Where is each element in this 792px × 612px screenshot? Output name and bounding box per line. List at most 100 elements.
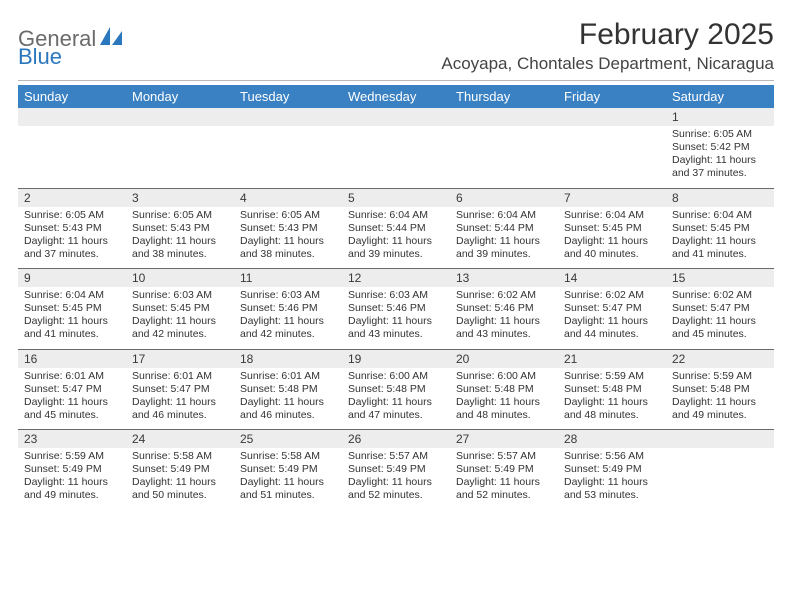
sunrise-text: Sunrise: 6:04 AM bbox=[456, 209, 552, 222]
day-number-cell: 20 bbox=[450, 349, 558, 368]
sunrise-text: Sunrise: 6:03 AM bbox=[240, 289, 336, 302]
sunset-text: Sunset: 5:47 PM bbox=[132, 383, 228, 396]
sunset-text: Sunset: 5:49 PM bbox=[348, 463, 444, 476]
day-number-cell: 3 bbox=[126, 188, 234, 207]
day-info-cell: Sunrise: 6:03 AMSunset: 5:45 PMDaylight:… bbox=[126, 287, 234, 349]
day-number-row: 16171819202122 bbox=[18, 349, 774, 368]
day-info-cell: Sunrise: 5:58 AMSunset: 5:49 PMDaylight:… bbox=[234, 448, 342, 510]
day-info-cell: Sunrise: 6:05 AMSunset: 5:43 PMDaylight:… bbox=[126, 207, 234, 269]
sunrise-text: Sunrise: 5:59 AM bbox=[564, 370, 660, 383]
weekday-header: Sunday bbox=[18, 85, 126, 108]
daylight-text: Daylight: 11 hours and 52 minutes. bbox=[456, 476, 552, 502]
day-info-cell: Sunrise: 5:59 AMSunset: 5:48 PMDaylight:… bbox=[558, 368, 666, 430]
day-number-cell: 26 bbox=[342, 430, 450, 449]
sunset-text: Sunset: 5:43 PM bbox=[132, 222, 228, 235]
day-info-cell: Sunrise: 5:57 AMSunset: 5:49 PMDaylight:… bbox=[450, 448, 558, 510]
month-title: February 2025 bbox=[441, 18, 774, 52]
day-number-row: 9101112131415 bbox=[18, 269, 774, 288]
weekday-header-row: Sunday Monday Tuesday Wednesday Thursday… bbox=[18, 85, 774, 108]
sunset-text: Sunset: 5:46 PM bbox=[456, 302, 552, 315]
day-info-cell: Sunrise: 5:59 AMSunset: 5:49 PMDaylight:… bbox=[18, 448, 126, 510]
day-info-cell: Sunrise: 6:02 AMSunset: 5:46 PMDaylight:… bbox=[450, 287, 558, 349]
day-info-cell: Sunrise: 5:57 AMSunset: 5:49 PMDaylight:… bbox=[342, 448, 450, 510]
location-subtitle: Acoyapa, Chontales Department, Nicaragua bbox=[441, 54, 774, 74]
sunrise-text: Sunrise: 6:03 AM bbox=[348, 289, 444, 302]
sunset-text: Sunset: 5:49 PM bbox=[24, 463, 120, 476]
sunrise-text: Sunrise: 5:59 AM bbox=[24, 450, 120, 463]
day-number-row: 2345678 bbox=[18, 188, 774, 207]
daylight-text: Daylight: 11 hours and 37 minutes. bbox=[24, 235, 120, 261]
sunrise-text: Sunrise: 6:01 AM bbox=[24, 370, 120, 383]
day-number-cell: 2 bbox=[18, 188, 126, 207]
sunrise-text: Sunrise: 6:05 AM bbox=[672, 128, 768, 141]
sunrise-text: Sunrise: 5:57 AM bbox=[348, 450, 444, 463]
day-info-cell: Sunrise: 6:01 AMSunset: 5:47 PMDaylight:… bbox=[126, 368, 234, 430]
day-info-cell: Sunrise: 6:05 AMSunset: 5:43 PMDaylight:… bbox=[18, 207, 126, 269]
day-number-cell: 21 bbox=[558, 349, 666, 368]
daylight-text: Daylight: 11 hours and 45 minutes. bbox=[672, 315, 768, 341]
day-number-cell bbox=[18, 108, 126, 126]
day-number-cell: 6 bbox=[450, 188, 558, 207]
day-info-cell: Sunrise: 6:05 AMSunset: 5:42 PMDaylight:… bbox=[666, 126, 774, 188]
weekday-header: Thursday bbox=[450, 85, 558, 108]
day-info-cell: Sunrise: 6:03 AMSunset: 5:46 PMDaylight:… bbox=[234, 287, 342, 349]
sunset-text: Sunset: 5:47 PM bbox=[564, 302, 660, 315]
sunrise-text: Sunrise: 5:58 AM bbox=[132, 450, 228, 463]
title-block: February 2025 Acoyapa, Chontales Departm… bbox=[441, 18, 774, 74]
calendar-table: Sunday Monday Tuesday Wednesday Thursday… bbox=[18, 85, 774, 510]
sunset-text: Sunset: 5:45 PM bbox=[672, 222, 768, 235]
sunrise-text: Sunrise: 6:00 AM bbox=[348, 370, 444, 383]
sunset-text: Sunset: 5:43 PM bbox=[24, 222, 120, 235]
sunrise-text: Sunrise: 6:01 AM bbox=[240, 370, 336, 383]
daylight-text: Daylight: 11 hours and 53 minutes. bbox=[564, 476, 660, 502]
weekday-header: Monday bbox=[126, 85, 234, 108]
sunset-text: Sunset: 5:48 PM bbox=[564, 383, 660, 396]
daylight-text: Daylight: 11 hours and 49 minutes. bbox=[24, 476, 120, 502]
day-number-cell: 14 bbox=[558, 269, 666, 288]
sunset-text: Sunset: 5:48 PM bbox=[672, 383, 768, 396]
sunset-text: Sunset: 5:48 PM bbox=[456, 383, 552, 396]
day-info-cell: Sunrise: 6:04 AMSunset: 5:44 PMDaylight:… bbox=[450, 207, 558, 269]
sunrise-text: Sunrise: 6:02 AM bbox=[564, 289, 660, 302]
day-info-cell: Sunrise: 5:59 AMSunset: 5:48 PMDaylight:… bbox=[666, 368, 774, 430]
weekday-header: Wednesday bbox=[342, 85, 450, 108]
sunrise-text: Sunrise: 6:04 AM bbox=[672, 209, 768, 222]
sunset-text: Sunset: 5:43 PM bbox=[240, 222, 336, 235]
day-info-cell: Sunrise: 6:00 AMSunset: 5:48 PMDaylight:… bbox=[342, 368, 450, 430]
sunrise-text: Sunrise: 6:05 AM bbox=[24, 209, 120, 222]
day-info-cell bbox=[666, 448, 774, 510]
day-number-cell bbox=[450, 108, 558, 126]
daylight-text: Daylight: 11 hours and 39 minutes. bbox=[348, 235, 444, 261]
day-info-cell: Sunrise: 6:01 AMSunset: 5:48 PMDaylight:… bbox=[234, 368, 342, 430]
daylight-text: Daylight: 11 hours and 48 minutes. bbox=[456, 396, 552, 422]
day-info-cell: Sunrise: 6:01 AMSunset: 5:47 PMDaylight:… bbox=[18, 368, 126, 430]
day-info-cell: Sunrise: 6:04 AMSunset: 5:44 PMDaylight:… bbox=[342, 207, 450, 269]
daylight-text: Daylight: 11 hours and 40 minutes. bbox=[564, 235, 660, 261]
daylight-text: Daylight: 11 hours and 37 minutes. bbox=[672, 154, 768, 180]
sunrise-text: Sunrise: 5:59 AM bbox=[672, 370, 768, 383]
header: General February 2025 Acoyapa, Chontales… bbox=[18, 18, 774, 74]
day-number-cell: 4 bbox=[234, 188, 342, 207]
sunset-text: Sunset: 5:48 PM bbox=[240, 383, 336, 396]
daylight-text: Daylight: 11 hours and 38 minutes. bbox=[240, 235, 336, 261]
sunrise-text: Sunrise: 5:57 AM bbox=[456, 450, 552, 463]
day-number-cell: 12 bbox=[342, 269, 450, 288]
weekday-header: Tuesday bbox=[234, 85, 342, 108]
day-number-cell bbox=[126, 108, 234, 126]
day-number-cell bbox=[666, 430, 774, 449]
sunset-text: Sunset: 5:45 PM bbox=[24, 302, 120, 315]
day-number-cell: 10 bbox=[126, 269, 234, 288]
weekday-header: Friday bbox=[558, 85, 666, 108]
daylight-text: Daylight: 11 hours and 52 minutes. bbox=[348, 476, 444, 502]
day-info-cell: Sunrise: 6:04 AMSunset: 5:45 PMDaylight:… bbox=[666, 207, 774, 269]
daylight-text: Daylight: 11 hours and 42 minutes. bbox=[240, 315, 336, 341]
daylight-text: Daylight: 11 hours and 43 minutes. bbox=[456, 315, 552, 341]
daylight-text: Daylight: 11 hours and 46 minutes. bbox=[240, 396, 336, 422]
day-number-cell: 25 bbox=[234, 430, 342, 449]
day-number-cell: 15 bbox=[666, 269, 774, 288]
day-info-row: Sunrise: 6:01 AM Sunset: 5:47 PM Daylight:… bbox=[18, 368, 774, 430]
day-info-row: Sunrise: 5:59 AMSunset: 5:49 PMDaylight:… bbox=[18, 448, 774, 510]
sunset-text: Sunset: 5:45 PM bbox=[132, 302, 228, 315]
daylight-text: Daylight: 11 hours and 47 minutes. bbox=[348, 396, 444, 422]
logo-text-blue: Blue bbox=[18, 44, 62, 70]
